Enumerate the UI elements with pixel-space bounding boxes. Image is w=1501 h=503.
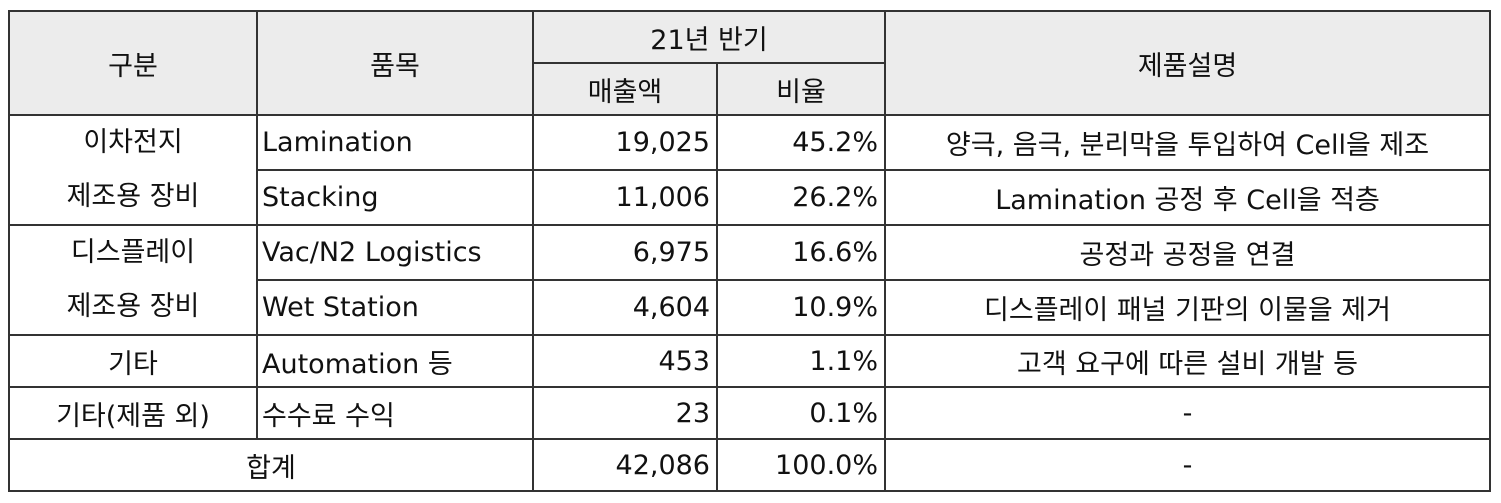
sales-cell: 11,006: [532, 169, 718, 226]
ratio-cell: 45.2%: [716, 114, 886, 171]
description-cell: 공정과 공정을 연결: [884, 224, 1491, 281]
sales-cell: 453: [532, 334, 718, 388]
description-cell: 고객 요구에 따른 설비 개발 등: [884, 334, 1491, 388]
group-cell-non-product: 기타(제품 외): [8, 386, 258, 440]
table-row: Stacking 11,006 26.2% Lamination 공정 후 Ce…: [9, 169, 1491, 226]
sales-cell: 6,975: [532, 224, 718, 281]
sales-table: 구분 품목 21년 반기 제품설명 매출액 비율 이차전지 제조용 장비 Lam…: [8, 10, 1491, 492]
ratio-cell: 26.2%: [716, 169, 886, 226]
group-cell-other: 기타: [8, 334, 258, 388]
sales-cell: 23: [532, 386, 718, 440]
header-category: 구분: [8, 10, 258, 116]
group-label-line2: 제조용 장비: [66, 291, 200, 322]
item-cell: Vac/N2 Logistics: [256, 224, 534, 281]
total-sales: 42,086: [532, 438, 718, 492]
header-row-1: 구분 품목 21년 반기 제품설명: [8, 10, 1491, 116]
table-row: 이차전지 제조용 장비 Lamination 19,025 45.2% 양극, …: [8, 114, 1491, 226]
description-cell: -: [884, 386, 1491, 440]
header-period: 21년 반기: [532, 10, 886, 64]
ratio-cell: 16.6%: [716, 224, 886, 281]
header-ratio: 비율: [716, 62, 886, 116]
ratio-cell: 1.1%: [716, 334, 886, 388]
table-row: Wet Station 4,604 10.9% 디스플레이 패널 기판의 이물을…: [9, 279, 1491, 336]
table-row: 기타 Automation 등 453 1.1% 고객 요구에 따른 설비 개발…: [8, 334, 1491, 388]
table-row: 기타(제품 외) 수수료 수익 23 0.1% -: [8, 386, 1491, 440]
total-ratio: 100.0%: [716, 438, 886, 492]
ratio-cell: 0.1%: [716, 386, 886, 440]
item-cell: 수수료 수익: [256, 386, 534, 440]
item-cell: Lamination: [256, 114, 534, 171]
ratio-cell: 10.9%: [716, 279, 886, 336]
header-row-2: 매출액 비율: [9, 62, 1490, 116]
total-label: 합계: [8, 438, 534, 492]
description-cell: 양극, 음극, 분리막을 투입하여 Cell을 제조: [884, 114, 1491, 171]
header-description: 제품설명: [884, 10, 1491, 116]
item-cell: Automation 등: [256, 334, 534, 388]
description-cell: 디스플레이 패널 기판의 이물을 제거: [884, 279, 1491, 336]
description-cell: Lamination 공정 후 Cell을 적층: [884, 169, 1491, 226]
table-row: 디스플레이 제조용 장비 Vac/N2 Logistics 6,975 16.6…: [8, 224, 1491, 336]
item-cell: Wet Station: [256, 279, 534, 336]
group-cell-display: 디스플레이 제조용 장비: [8, 224, 258, 336]
sales-table-container: 구분 품목 21년 반기 제품설명 매출액 비율 이차전지 제조용 장비 Lam…: [8, 10, 1491, 492]
sales-cell: 19,025: [532, 114, 718, 171]
group-label-line2: 제조용 장비: [66, 181, 200, 212]
sales-cell: 4,604: [532, 279, 718, 336]
header-sales: 매출액: [532, 62, 718, 116]
group-label-line1: 이차전지: [83, 127, 183, 158]
total-row: 합계 42,086 100.0% -: [8, 438, 1491, 492]
group-label-line1: 디스플레이: [70, 237, 196, 268]
total-description: -: [884, 438, 1491, 492]
header-item: 품목: [256, 10, 534, 116]
item-cell: Stacking: [256, 169, 534, 226]
group-cell-battery: 이차전지 제조용 장비: [8, 114, 258, 226]
